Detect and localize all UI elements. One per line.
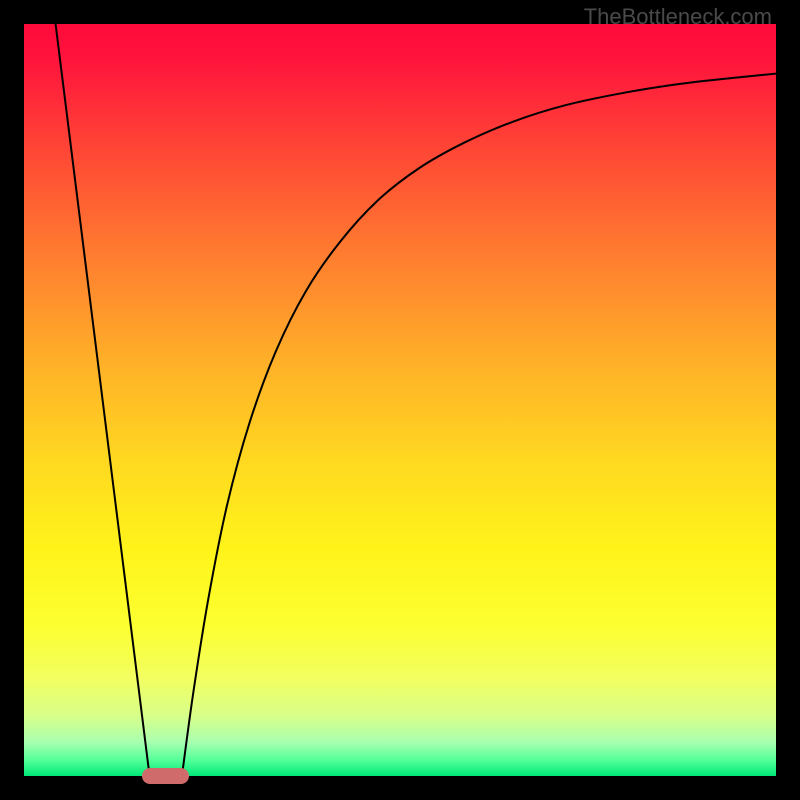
bottleneck-curve-chart <box>24 24 776 776</box>
curve-segment <box>56 24 150 776</box>
watermark-text: TheBottleneck.com <box>584 4 772 30</box>
curve-segment <box>182 74 776 776</box>
optimal-range-marker <box>142 768 189 783</box>
plot-area <box>24 24 776 776</box>
